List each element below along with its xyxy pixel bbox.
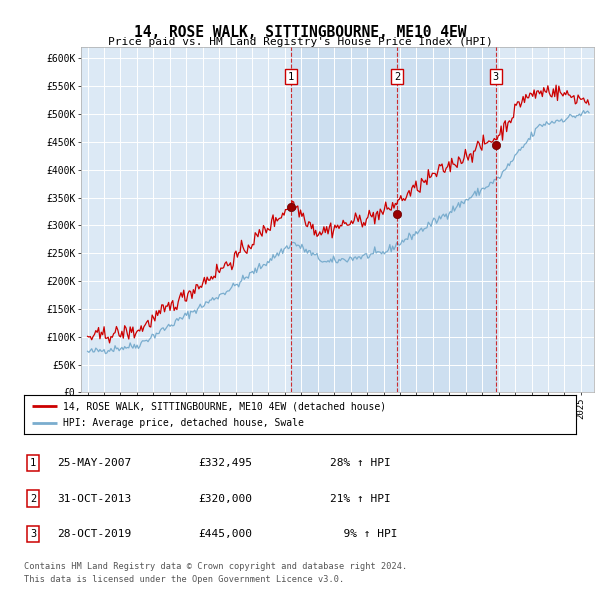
Text: HPI: Average price, detached house, Swale: HPI: Average price, detached house, Swal… [62,418,304,428]
Text: 31-OCT-2013: 31-OCT-2013 [57,494,131,503]
Text: 9% ↑ HPI: 9% ↑ HPI [330,529,398,539]
Text: Contains HM Land Registry data © Crown copyright and database right 2024.: Contains HM Land Registry data © Crown c… [24,562,407,571]
Text: £320,000: £320,000 [198,494,252,503]
Bar [291,47,397,392]
Text: 1: 1 [30,458,36,468]
Text: 21% ↑ HPI: 21% ↑ HPI [330,494,391,503]
Text: £332,495: £332,495 [198,458,252,468]
Bar [397,47,496,392]
Text: £445,000: £445,000 [198,529,252,539]
Text: This data is licensed under the Open Government Licence v3.0.: This data is licensed under the Open Gov… [24,575,344,584]
Text: 28% ↑ HPI: 28% ↑ HPI [330,458,391,468]
Text: 2: 2 [394,71,400,81]
Text: 14, ROSE WALK, SITTINGBOURNE, ME10 4EW: 14, ROSE WALK, SITTINGBOURNE, ME10 4EW [134,25,466,40]
Text: 14, ROSE WALK, SITTINGBOURNE, ME10 4EW (detached house): 14, ROSE WALK, SITTINGBOURNE, ME10 4EW (… [62,401,386,411]
Text: 3: 3 [493,71,499,81]
Text: Price paid vs. HM Land Registry's House Price Index (HPI): Price paid vs. HM Land Registry's House … [107,37,493,47]
Text: 2: 2 [30,494,36,503]
Text: 25-MAY-2007: 25-MAY-2007 [57,458,131,468]
Text: 3: 3 [30,529,36,539]
Text: 28-OCT-2019: 28-OCT-2019 [57,529,131,539]
Text: 1: 1 [288,71,294,81]
